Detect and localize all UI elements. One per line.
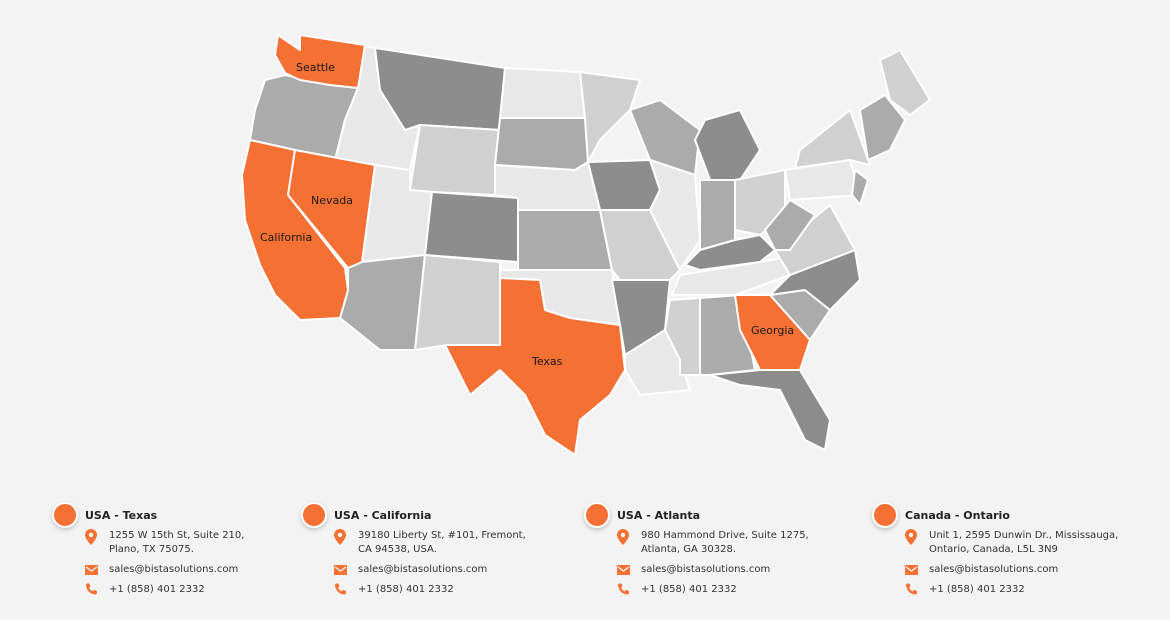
envelope-icon <box>905 563 929 577</box>
map-pin-icon <box>617 529 641 557</box>
state-new-york[interactable] <box>794 109 871 169</box>
office-email: sales@bistasolutions.com <box>85 563 244 577</box>
state-iowa[interactable] <box>587 159 661 211</box>
state-kansas[interactable] <box>517 209 613 271</box>
phone-icon <box>617 583 641 597</box>
label-georgia: Georgia <box>751 324 794 337</box>
office-address: 980 Hammond Drive, Suite 1275, Atlanta, G… <box>617 529 809 557</box>
office-card: Canada - Ontario Unit 1, 2595 Dunwin Dr.… <box>872 502 1118 597</box>
email-link[interactable]: sales@bistasolutions.com <box>929 564 1059 575</box>
address-line-2: Ontario, Canada, L5L 3N9 <box>929 544 1058 555</box>
office-email: sales@bistasolutions.com <box>905 563 1118 577</box>
office-phone: +1 (858) 401 2332 <box>85 583 244 597</box>
state-new-jersey[interactable] <box>851 169 869 206</box>
address-line-2: CA 94538, USA. <box>358 544 437 555</box>
office-title: USA - Texas <box>85 509 158 522</box>
office-title: Canada - Ontario <box>905 509 1010 522</box>
address-line-1: 980 Hammond Drive, Suite 1275, <box>641 530 809 541</box>
location-dot-icon <box>52 502 78 528</box>
office-card: USA - California 39180 Liberty St, #101,… <box>301 502 526 597</box>
office-email: sales@bistasolutions.com <box>617 563 809 577</box>
office-phone: +1 (858) 401 2332 <box>334 583 526 597</box>
state-georgia[interactable] <box>734 294 811 371</box>
email-link[interactable]: sales@bistasolutions.com <box>358 564 488 575</box>
state-michigan[interactable] <box>694 109 761 181</box>
phone-link[interactable]: +1 (858) 401 2332 <box>929 584 1025 595</box>
address-line-1: 1255 W 15th St, Suite 210, <box>109 530 245 541</box>
state-florida[interactable] <box>709 369 831 451</box>
map-pin-icon <box>334 529 358 557</box>
phone-icon <box>334 583 358 597</box>
envelope-icon <box>617 563 641 577</box>
state-west-virginia[interactable] <box>764 199 816 251</box>
address-line-2: Atlanta, GA 30328. <box>641 544 736 555</box>
office-email: sales@bistasolutions.com <box>334 563 526 577</box>
office-card: USA - Atlanta 980 Hammond Drive, Suite 1… <box>584 502 809 597</box>
map-pin-icon <box>85 529 109 557</box>
label-nevada: Nevada <box>311 194 353 207</box>
email-link[interactable]: sales@bistasolutions.com <box>641 564 771 575</box>
label-seattle: Seattle <box>296 61 335 74</box>
office-address: 1255 W 15th St, Suite 210, Plano, TX 7507… <box>85 529 244 557</box>
phone-link[interactable]: +1 (858) 401 2332 <box>109 584 205 595</box>
state-minnesota[interactable] <box>579 71 641 163</box>
state-wisconsin[interactable] <box>629 99 701 176</box>
state-colorado[interactable] <box>424 191 519 263</box>
state-nevada[interactable] <box>287 149 376 269</box>
office-address: 39180 Liberty St, #101, Fremont, CA 94538… <box>334 529 526 557</box>
address-line-1: Unit 1, 2595 Dunwin Dr., Mississauga, <box>929 530 1119 541</box>
us-map: Seattle Nevada California Texas Georgia <box>241 34 931 456</box>
state-south-dakota[interactable] <box>494 117 589 171</box>
phone-icon <box>85 583 109 597</box>
state-kentucky[interactable] <box>684 234 776 271</box>
label-california: California <box>260 231 312 244</box>
office-card: USA - Texas 1255 W 15th St, Suite 210, Pl… <box>52 502 244 597</box>
state-indiana[interactable] <box>699 179 736 251</box>
state-washington[interactable] <box>274 34 366 89</box>
office-address: Unit 1, 2595 Dunwin Dr., Mississauga, Ont… <box>905 529 1118 557</box>
state-new-mexico[interactable] <box>414 254 501 351</box>
envelope-icon <box>334 563 358 577</box>
state-wyoming[interactable] <box>409 124 501 196</box>
label-texas: Texas <box>531 355 563 368</box>
office-phone: +1 (858) 401 2332 <box>905 583 1118 597</box>
state-illinois[interactable] <box>649 159 701 271</box>
state-new-england[interactable] <box>859 94 906 161</box>
state-north-dakota[interactable] <box>499 67 586 119</box>
address-line-2: Plano, TX 75075. <box>109 544 194 555</box>
envelope-icon <box>85 563 109 577</box>
office-title: USA - Atlanta <box>617 509 701 522</box>
phone-icon <box>905 583 929 597</box>
state-arizona[interactable] <box>339 254 426 351</box>
office-phone: +1 (858) 401 2332 <box>617 583 809 597</box>
office-title: USA - California <box>334 509 432 522</box>
map-pin-icon <box>905 529 929 557</box>
location-dot-icon <box>872 502 898 528</box>
phone-link[interactable]: +1 (858) 401 2332 <box>358 584 454 595</box>
location-dot-icon <box>584 502 610 528</box>
address-line-1: 39180 Liberty St, #101, Fremont, <box>358 530 526 541</box>
phone-link[interactable]: +1 (858) 401 2332 <box>641 584 737 595</box>
location-dot-icon <box>301 502 327 528</box>
email-link[interactable]: sales@bistasolutions.com <box>109 564 239 575</box>
state-texas[interactable] <box>444 277 626 456</box>
state-maine[interactable] <box>879 49 931 116</box>
